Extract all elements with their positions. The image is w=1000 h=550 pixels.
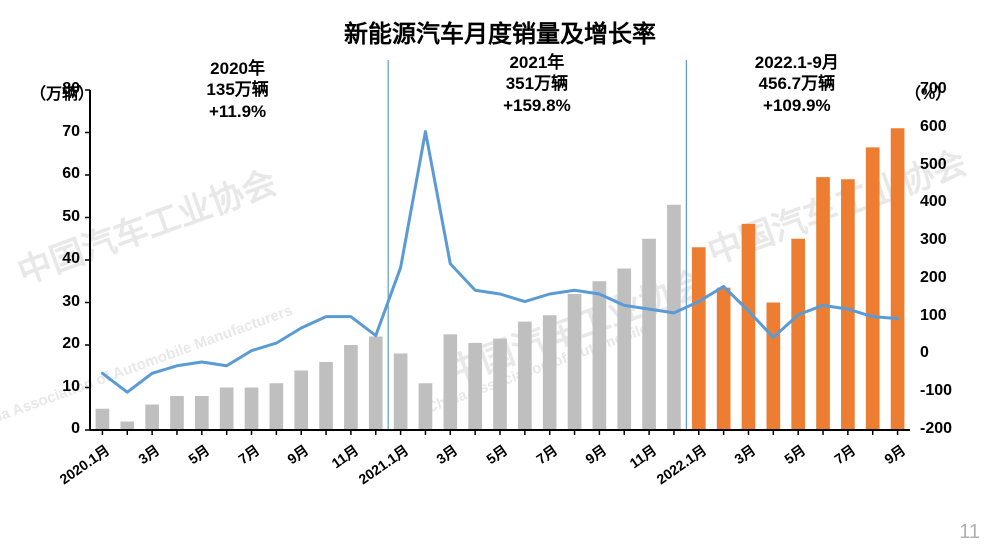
bar (270, 383, 284, 430)
left-tick-label: 50 (30, 208, 80, 226)
bar (742, 224, 756, 430)
x-tick-label: 7月 (532, 440, 561, 469)
period-annotation: 2022.1-9月456.7万辆+109.9% (717, 52, 877, 116)
annotation-line: +11.9% (158, 101, 318, 122)
bar (692, 247, 706, 430)
x-tick-label: 9月 (283, 440, 312, 469)
bar (319, 362, 333, 430)
x-tick-label: 7月 (830, 440, 859, 469)
x-tick-label: 5月 (184, 440, 213, 469)
right-tick-label: -100 (920, 382, 952, 400)
left-tick-label: 60 (30, 165, 80, 183)
right-tick-label: 600 (920, 118, 947, 136)
x-tick-label: 5月 (780, 440, 809, 469)
bar (245, 388, 259, 431)
x-tick-label: 11月 (625, 440, 660, 473)
bar (493, 339, 507, 430)
bar (841, 179, 855, 430)
left-tick-label: 20 (30, 335, 80, 353)
x-tick-label: 9月 (880, 440, 909, 469)
chart-title: 新能源汽车月度销量及增长率 (0, 14, 1000, 49)
x-tick-label: 3月 (134, 440, 163, 469)
bar (717, 288, 731, 430)
period-annotation: 2021年351万辆+159.8% (457, 52, 617, 116)
left-tick-label: 30 (30, 293, 80, 311)
left-tick-label: 70 (30, 123, 80, 141)
bar (220, 388, 234, 431)
bar (816, 177, 830, 430)
bar (96, 409, 110, 430)
right-tick-label: 300 (920, 231, 947, 249)
bar (394, 354, 408, 431)
bar (468, 343, 482, 430)
x-tick-label: 3月 (432, 440, 461, 469)
bar (443, 334, 457, 430)
right-tick-label: 0 (920, 344, 929, 362)
bar (568, 294, 582, 430)
annotation-line: 135万辆 (158, 79, 318, 100)
bar (369, 337, 383, 431)
left-tick-label: 10 (30, 378, 80, 396)
annotation-line: 456.7万辆 (717, 73, 877, 94)
period-annotation: 2020年135万辆+11.9% (158, 58, 318, 122)
x-tick-label: 3月 (731, 440, 760, 469)
bar (767, 303, 781, 431)
x-tick-label: 2020.1月 (56, 440, 114, 489)
x-tick-label: 11月 (327, 440, 362, 473)
bar (294, 371, 308, 431)
bar (667, 205, 681, 430)
bar (120, 422, 134, 431)
right-tick-label: 200 (920, 269, 947, 287)
x-tick-label: 9月 (582, 440, 611, 469)
bar (170, 396, 184, 430)
annotation-line: 2022.1-9月 (717, 52, 877, 73)
left-tick-label: 0 (30, 420, 80, 438)
annotation-line: +109.9% (717, 95, 877, 116)
annotation-line: 2021年 (457, 52, 617, 73)
x-tick-label: 7月 (234, 440, 263, 469)
right-tick-label: 700 (920, 80, 947, 98)
annotation-line: 2020年 (158, 58, 318, 79)
left-tick-label: 40 (30, 250, 80, 268)
x-tick-label: 5月 (482, 440, 511, 469)
bar (543, 315, 557, 430)
x-tick-label: 2021.1月 (354, 440, 412, 489)
bar (419, 383, 433, 430)
bar (344, 345, 358, 430)
bar (145, 405, 159, 431)
bar (791, 239, 805, 430)
x-tick-label: 2022.1月 (652, 440, 710, 489)
right-tick-label: 400 (920, 193, 947, 211)
bar (642, 239, 656, 430)
right-tick-label: -200 (920, 420, 952, 438)
page-number: 11 (959, 521, 980, 544)
right-tick-label: 500 (920, 156, 947, 174)
bar (518, 322, 532, 430)
bar (617, 269, 631, 431)
annotation-line: +159.8% (457, 95, 617, 116)
left-tick-label: 80 (30, 80, 80, 98)
chart-plot (90, 90, 910, 430)
bar (866, 147, 880, 430)
annotation-line: 351万辆 (457, 73, 617, 94)
bar (593, 281, 607, 430)
right-tick-label: 100 (920, 307, 947, 325)
bar (195, 396, 209, 430)
bar (891, 128, 905, 430)
